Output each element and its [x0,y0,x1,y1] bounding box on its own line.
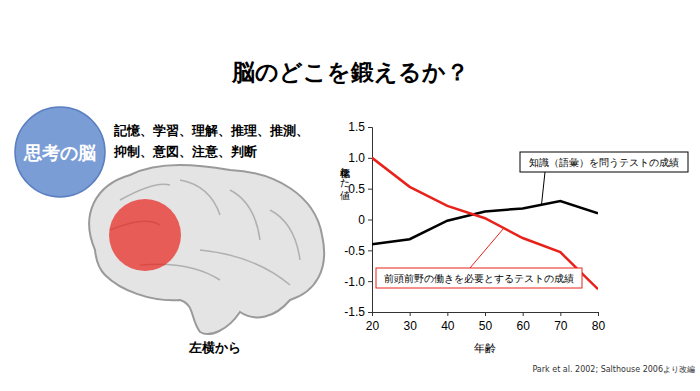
function-list: 記憶、学習、理解、推理、推測、 [113,123,309,138]
brain-fold [120,184,170,200]
series-line [372,158,598,289]
y-tick-mark [368,127,372,128]
y-tick-label: 0 [358,213,365,227]
brain [89,165,324,334]
y-tick-mark [368,158,372,159]
series-line [372,201,598,244]
brain-fold [200,250,290,285]
y-tick: 1.5 [348,120,372,134]
annotation-text: 知識（語彙）を問うテストの成績 [529,157,679,168]
x-tick-label: 30 [403,319,417,333]
annotation-leader [470,228,504,268]
badge-circle [15,107,105,197]
y-tick: -0.5 [344,244,372,258]
x-tick: 80 [592,312,606,333]
x-tick-mark [447,312,448,316]
y-axis-title: 標準化した値 [340,160,351,201]
x-tick: 50 [479,312,493,333]
x-tick-label: 50 [479,319,493,333]
annotation-box [376,268,582,288]
x-tick-mark [485,312,486,316]
x-axis-line [373,313,599,317]
x-tick: 60 [516,312,530,333]
y-tick-label: -0.5 [344,244,365,258]
x-tick-mark [410,312,411,316]
y-tick-label: 1.0 [348,151,365,165]
y-tick: 0 [358,213,372,227]
y-tick: -1.0 [344,275,372,289]
x-tick-label: 40 [441,319,455,333]
brain-fold [270,210,300,260]
source: Park et al. 2002; Salthouse 2006より改編 [532,365,695,374]
y-tick: -1.5 [344,305,372,319]
annotation-text: 前頭前野の働きを必要とするテストの成績 [384,273,574,284]
x-axis-title: 年齢 [474,342,496,355]
y-tick-mark [368,189,372,190]
x-tick-label: 20 [366,319,380,333]
brain-fold [230,190,260,240]
y-axis-line [368,128,373,313]
x-tick-label: 80 [592,319,606,333]
y-tick-mark [368,312,372,313]
prefrontal-highlight [109,199,181,271]
y-tick-label: 1.5 [348,120,365,134]
x-tick-mark [523,312,524,316]
x-tick: 20 [366,312,380,333]
x-tick-label: 60 [516,319,530,333]
annotation-box [520,152,688,172]
plot-area [372,158,598,289]
y-tick-label: 0.5 [348,182,365,196]
x-tick-mark [598,312,599,316]
caption: 左横から [188,340,241,355]
y-tick-mark [368,281,372,282]
x-tick: 70 [554,312,568,333]
x-axis: 20 30 40 50 60 70 80 [366,312,606,333]
brain-fold [180,180,220,215]
y-tick-mark [368,220,372,221]
function-list: 抑制、意図、注意、判断 [113,144,257,159]
slide-title: 脳のどこを鍛えるか？ [231,59,469,85]
y-axis: -1.5 -1.0 -0.5 0 0.5 1.0 1.5 [344,120,372,319]
x-tick-label: 70 [554,319,568,333]
x-tick: 30 [403,312,417,333]
annotation-leader [542,172,546,205]
y-tick-label: -1.0 [344,275,365,289]
y-tick-label: -1.5 [344,305,365,319]
x-tick-mark [560,312,561,316]
x-tick: 40 [441,312,455,333]
y-tick: 0.5 [348,182,372,196]
y-tick-mark [368,250,372,251]
badge-text: 思考の脳 [23,142,96,163]
y-tick: 1.0 [348,151,372,165]
